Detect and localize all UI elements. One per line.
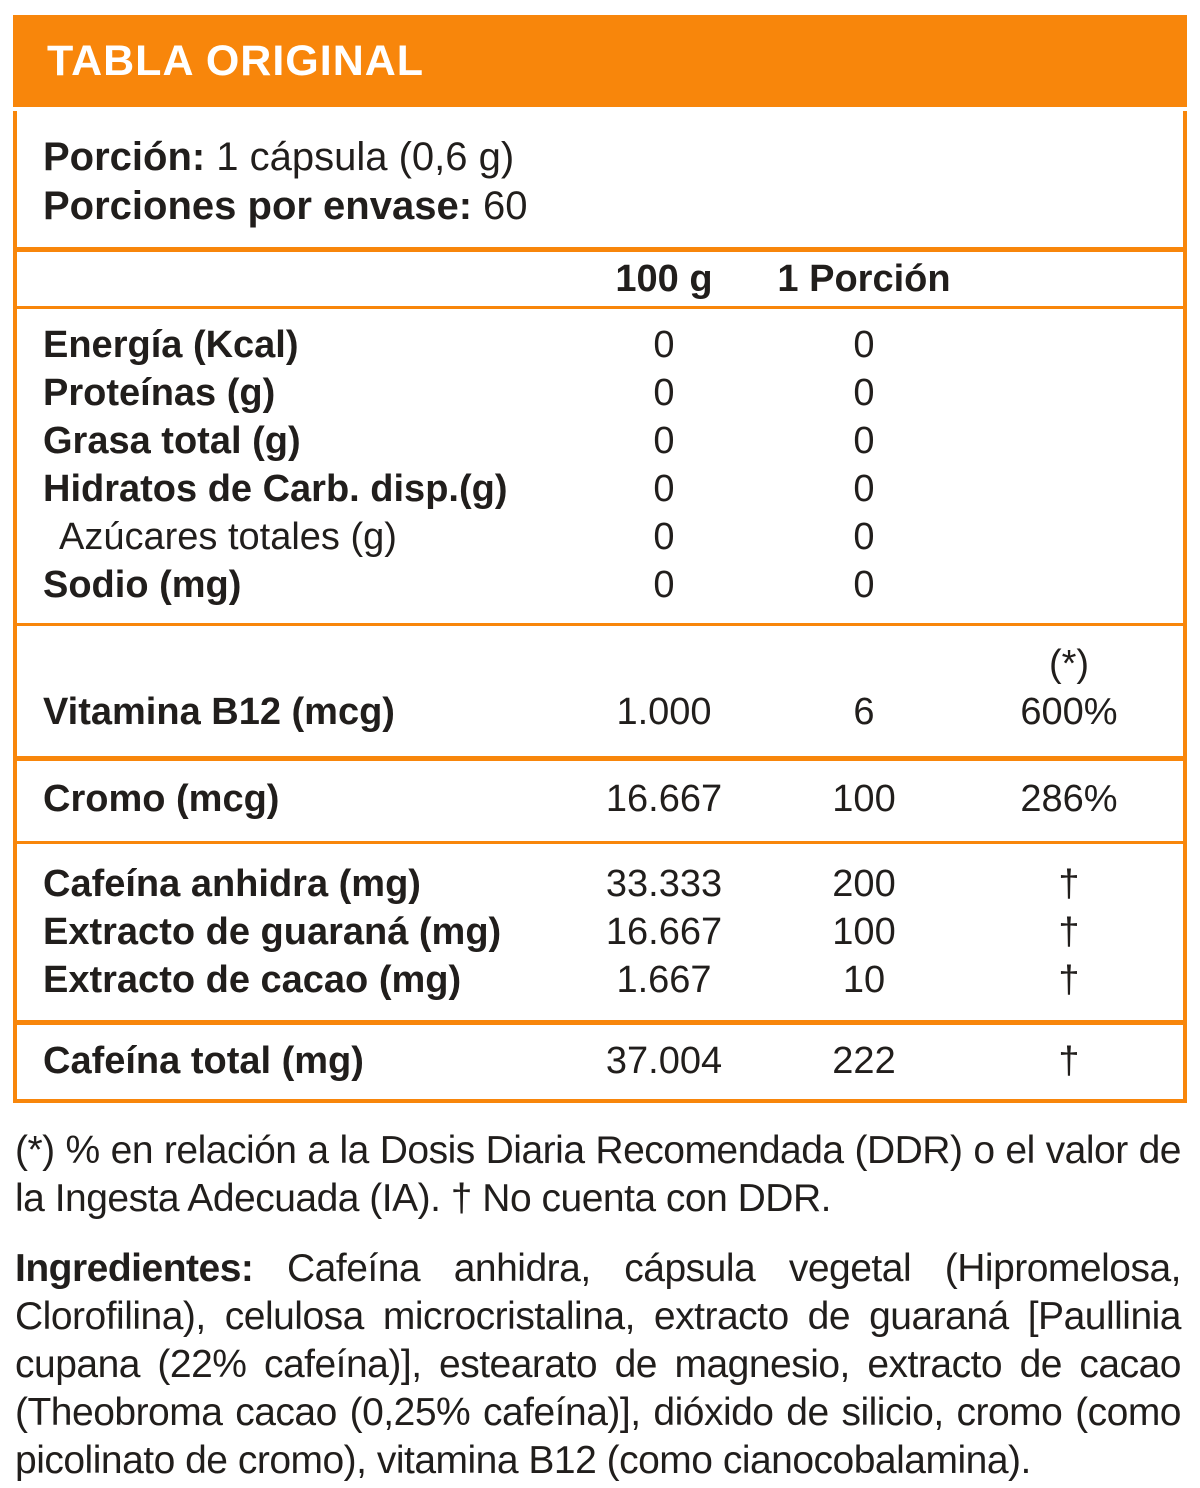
value-ddr: 600% <box>1020 691 1118 733</box>
ingredients-label: Ingredientes: <box>15 1247 254 1290</box>
table-row: Sodio (mg) 0 0 <box>43 561 1159 609</box>
value-ddr-dagger: † <box>1058 959 1080 1001</box>
row-label: Cafeína anhidra (mg) <box>43 863 421 905</box>
table-row: Vitamina B12 (mcg) 1.000 6 600% <box>43 688 1159 736</box>
value-100g: 0 <box>653 372 675 414</box>
row-label: Grasa total (g) <box>43 420 301 462</box>
table-row: Grasa total (g) 0 0 <box>43 417 1159 465</box>
nutrition-table: Porción: 1 cápsula (0,6 g) Porciones por … <box>13 111 1187 1103</box>
row-label: Energía (Kcal) <box>43 324 299 366</box>
value-ddr-dagger: † <box>1058 1040 1080 1082</box>
table-row: Proteínas (g) 0 0 <box>43 369 1159 417</box>
table-row: Extracto de cacao (mg) 1.667 10 † <box>43 956 1159 1004</box>
value-100g: 16.667 <box>605 778 723 820</box>
serving-info-section: Porción: 1 cápsula (0,6 g) Porciones por … <box>17 111 1183 247</box>
value-portion: 10 <box>842 959 886 1001</box>
column-header-row: 100 g 1 Porción <box>43 254 1159 304</box>
row-label: Azúcares totales (g) <box>59 516 397 558</box>
footnote-text: (*) % en relación a la Dosis Diaria Reco… <box>15 1129 1182 1220</box>
servings-value: 60 <box>483 184 528 228</box>
vitamin-section: (*) Vitamina B12 (mcg) 1.000 6 600% <box>17 626 1183 756</box>
table-row-sub: Azúcares totales (g) 0 0 <box>43 513 1159 561</box>
row-label: Extracto de cacao (mg) <box>43 959 462 1001</box>
divider <box>17 306 1183 309</box>
divider <box>17 623 1183 626</box>
row-label: Vitamina B12 (mcg) <box>43 691 395 733</box>
caffeine-section: Cafeína anhidra (mg) 33.333 200 † Extrac… <box>17 844 1183 1020</box>
table-title-bar: TABLA ORIGINAL <box>13 15 1187 107</box>
servings-per-container-line: Porciones por envase: 60 <box>43 182 1159 231</box>
value-portion: 0 <box>853 516 875 558</box>
table-row: Cromo (mcg) 16.667 100 286% <box>43 775 1159 823</box>
table-row: Energía (Kcal) 0 0 <box>43 321 1159 369</box>
value-100g: 0 <box>653 564 675 606</box>
column-header-section: 100 g 1 Porción <box>17 252 1183 306</box>
value-portion: 222 <box>832 1040 896 1082</box>
value-100g: 0 <box>653 516 675 558</box>
value-100g: 33.333 <box>605 863 723 905</box>
column-header-portion: 1 Porción <box>777 258 951 300</box>
ddr-note: (*) <box>1048 643 1090 685</box>
column-header-100g: 100 g <box>615 258 713 300</box>
table-row: Cafeína anhidra (mg) 33.333 200 † <box>43 860 1159 908</box>
table-row: Extracto de guaraná (mg) 16.667 100 † <box>43 908 1159 956</box>
value-100g: 0 <box>653 420 675 462</box>
portion-value: 1 cápsula (0,6 g) <box>216 135 515 179</box>
caffeine-total-section: Cafeína total (mg) 37.004 222 † <box>17 1025 1183 1099</box>
value-portion: 0 <box>853 324 875 366</box>
divider <box>17 1020 1183 1025</box>
divider <box>17 756 1183 761</box>
divider <box>17 247 1183 252</box>
ddr-note-row: (*) <box>43 640 1159 688</box>
mineral-section: Cromo (mcg) 16.667 100 286% <box>17 761 1183 841</box>
portion-label: Porción: <box>43 135 206 179</box>
value-portion: 100 <box>832 911 896 953</box>
footnote: (*) % en relación a la Dosis Diaria Reco… <box>13 1127 1187 1223</box>
table-row: Hidratos de Carb. disp.(g) 0 0 <box>43 465 1159 513</box>
value-portion: 0 <box>853 564 875 606</box>
value-100g: 1.667 <box>616 959 712 1001</box>
row-label: Cromo (mcg) <box>43 778 280 820</box>
row-label: Proteínas (g) <box>43 372 276 414</box>
value-portion: 0 <box>853 372 875 414</box>
macronutrients-section: Energía (Kcal) 0 0 Proteínas (g) 0 0 Gra… <box>17 309 1183 623</box>
value-100g: 0 <box>653 468 675 510</box>
row-label: Sodio (mg) <box>43 564 242 606</box>
value-portion: 200 <box>832 863 896 905</box>
divider <box>17 841 1183 844</box>
value-100g: 1.000 <box>616 691 712 733</box>
portion-line: Porción: 1 cápsula (0,6 g) <box>43 133 1159 182</box>
row-label: Cafeína total (mg) <box>43 1040 364 1082</box>
value-portion: 0 <box>853 468 875 510</box>
value-portion: 100 <box>832 778 896 820</box>
value-100g: 16.667 <box>605 911 723 953</box>
table-row: Cafeína total (mg) 37.004 222 † <box>43 1037 1159 1085</box>
value-portion: 6 <box>853 691 875 733</box>
ingredients: Ingredientes: Cafeína anhidra, cápsula v… <box>13 1245 1187 1485</box>
value-ddr-dagger: † <box>1058 863 1080 905</box>
value-portion: 0 <box>853 420 875 462</box>
value-100g: 37.004 <box>605 1040 723 1082</box>
value-ddr: 286% <box>1020 778 1118 820</box>
servings-label: Porciones por envase: <box>43 184 473 228</box>
row-label: Hidratos de Carb. disp.(g) <box>43 468 508 510</box>
ingredients-text: Cafeína anhidra, cápsula vegetal (Hiprom… <box>15 1247 1182 1482</box>
page-title: TABLA ORIGINAL <box>47 36 425 85</box>
row-label: Extracto de guaraná (mg) <box>43 911 502 953</box>
value-ddr-dagger: † <box>1058 911 1080 953</box>
value-100g: 0 <box>653 324 675 366</box>
